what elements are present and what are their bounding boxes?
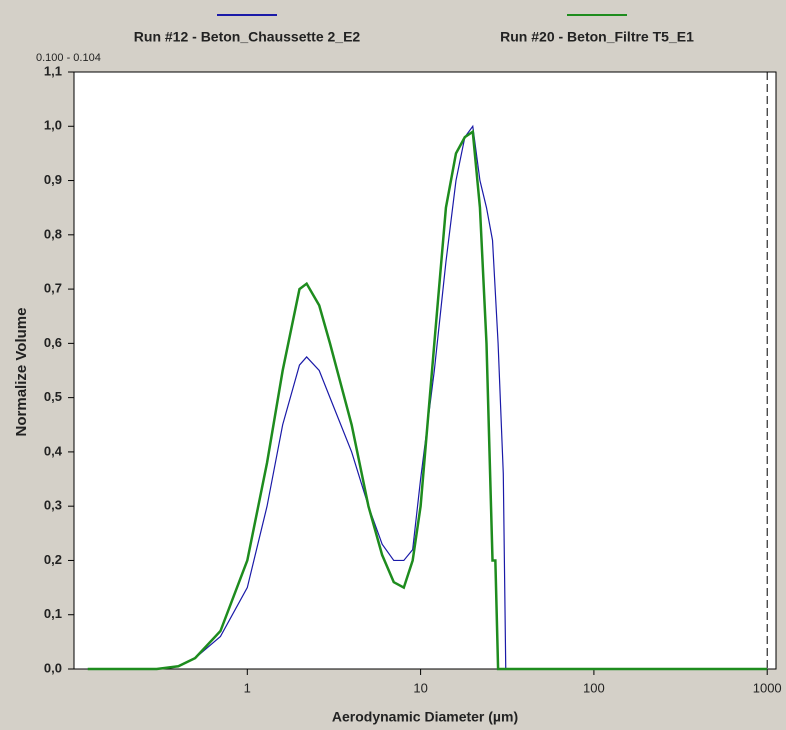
- y-tick-label: 0,8: [44, 226, 62, 241]
- y-tick-label: 0,6: [44, 335, 62, 350]
- y-tick-label: 1,1: [44, 63, 62, 78]
- x-axis-title: Aerodynamic Diameter (µm): [332, 709, 518, 725]
- x-tick-label: 1000: [753, 680, 782, 695]
- plot-area: [73, 71, 777, 670]
- x-tick-label: 10: [413, 680, 427, 695]
- y-axis-title: Normalize Volume: [13, 308, 30, 437]
- y-tick-label: 0,3: [44, 498, 62, 513]
- y-tick-label: 0,7: [44, 281, 62, 296]
- series-line: [87, 129, 768, 671]
- x-tick-label: 1: [244, 680, 251, 695]
- legend-label: Run #20 - Beton_Filtre T5_E1: [500, 29, 694, 45]
- x-tick-label: 100: [583, 680, 605, 695]
- y-tick-label: 1,0: [44, 118, 62, 133]
- legend-label: Run #12 - Beton_Chaussette 2_E2: [134, 29, 361, 45]
- y-tick-label: 0,9: [44, 172, 62, 187]
- y-tick-label: 0,1: [44, 606, 62, 621]
- y-tick-label: 0,0: [44, 660, 62, 675]
- y-tick-label: 0,5: [44, 389, 62, 404]
- y-tick-label: 0,2: [44, 552, 62, 567]
- series-line: [87, 124, 768, 670]
- y-tick-label: 0,4: [44, 443, 63, 458]
- range-label: 0.100 - 0.104: [36, 52, 101, 64]
